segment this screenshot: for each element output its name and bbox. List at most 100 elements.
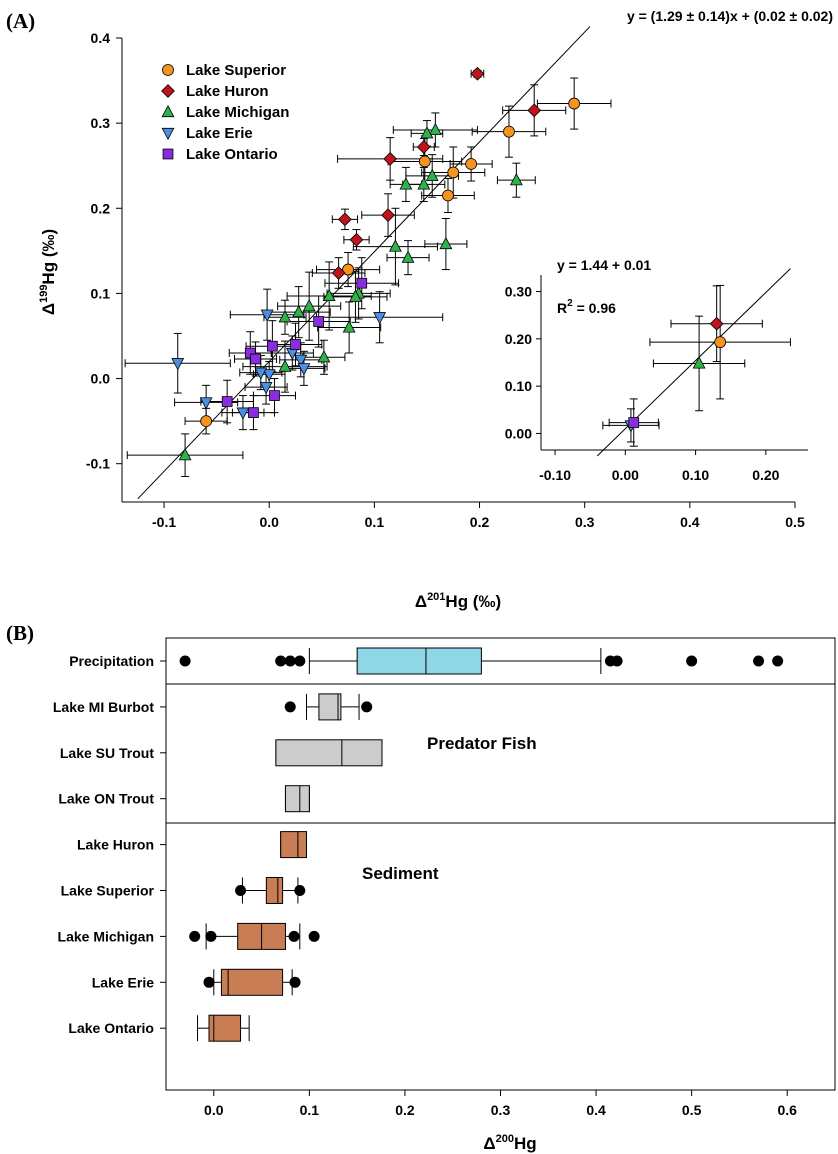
legend-label-lake-erie: Lake Erie [186,125,253,142]
point-lake-ontario [267,340,278,352]
point-lake-michigan [278,359,292,372]
point-lake-superior [465,158,478,170]
panel-a-equation: y = (1.29 ± 0.14)x + (0.02 ± 0.02) [627,8,833,24]
outlier-point [205,930,217,942]
inset-point-lake-michigan [692,356,706,369]
outlier-point [284,655,296,667]
point-lake-michigan [349,289,362,302]
point-lake-huron [338,212,352,227]
outlier-point [284,701,296,713]
point-lake-erie [171,358,185,371]
box-iqr [280,831,307,859]
point-lake-ontario [221,396,233,407]
inset-x-tick-label: -0.10 [539,467,571,483]
point-lake-huron [331,266,346,280]
outlier-point [235,885,247,896]
inset-equation: y = 1.44 + 0.01 [557,257,651,273]
point-lake-ontario [356,277,368,289]
x-tick-label: 0.3 [575,514,595,530]
point-lake-michigan [399,177,413,190]
panel-a-y-axis-label: Δ199Hg (‰) [38,229,58,315]
point-lake-erie [199,397,213,410]
outlier-point [772,655,784,667]
inset-x-tick-label: 0.00 [612,467,639,483]
outlier-point [361,701,373,713]
point-lake-ontario [248,407,259,418]
x-tick-label: 0.3 [491,1102,511,1118]
point-lake-erie [297,363,311,376]
group-label-predator-fish: Predator Fish [427,734,537,753]
y-tick-label: 0.3 [91,115,111,131]
point-lake-michigan [342,320,356,333]
category-label: Lake Ontario [68,1020,154,1036]
inset-point-lake-huron [709,316,724,331]
outlier-point [686,655,698,667]
point-lake-michigan [322,288,336,302]
point-lake-michigan [317,350,331,363]
point-lake-michigan [425,168,439,181]
point-lake-huron [527,103,542,118]
point-lake-michigan [302,298,316,312]
box-iqr [220,968,284,996]
category-label: Lake Huron [77,837,154,853]
point-lake-superior [503,125,515,138]
box-lake-erie: Lake Erie [92,968,301,996]
category-label: Precipitation [69,653,154,669]
box-lake-on-trout: Lake ON Trout [58,785,310,813]
outlier-point [294,885,306,896]
point-lake-huron [383,152,398,166]
point-lake-michigan [428,122,442,136]
point-lake-superior [200,415,213,428]
x-tick-label: 0.1 [365,514,385,530]
point-lake-michigan [178,447,192,461]
y-tick-label: 0.2 [91,200,111,216]
legend-label-lake-huron: Lake Huron [186,83,269,100]
point-lake-ontario [250,353,261,365]
legend-marker-lake-ontario [162,148,174,160]
category-label: Lake Erie [92,974,154,990]
x-tick-label: 0.5 [682,1102,702,1118]
y-tick-label: -0.1 [86,456,110,472]
point-lake-superior [418,155,431,168]
inset-scatter-plot: -0.10 0.00 0.10 0.20 0.00 0.10 0.20 0.30 [505,268,808,483]
point-lake-superior [447,166,460,179]
inset-point-lake-ontario [628,417,640,428]
x-tick-label: 0.1 [300,1102,320,1118]
point-lake-erie [254,367,268,380]
point-lake-michigan [401,250,415,263]
y-tick-label: 0.4 [91,30,111,46]
box-lake-su-trout: Lake SU Trout [60,739,383,767]
x-tick-label: 0.5 [785,514,805,530]
inset-r-squared: R2 = 0.96 [557,298,616,316]
point-lake-michigan [439,236,453,250]
point-lake-erie [294,354,308,368]
point-lake-huron [470,66,485,81]
box-lake-huron: Lake Huron [77,831,307,859]
outlier-point [203,976,215,988]
category-label: Lake Michigan [58,928,154,944]
box-iqr [265,877,284,904]
point-lake-superior [568,97,581,110]
inset-y-tick-label: 0.20 [505,331,532,347]
legend: Lake Superior Lake Huron Lake Michigan Lake… [161,62,289,163]
outlier-point [289,976,301,988]
box-lake-mi-burbot: Lake MI Burbot [53,693,373,721]
box-iqr [275,739,383,767]
legend-label-lake-superior: Lake Superior [186,62,286,79]
box-lake-michigan: Lake Michigan [58,922,320,950]
panel-b-x-axis-label: Δ200Hg [483,1133,536,1153]
point-lake-erie [236,407,250,420]
legend-marker-lake-superior [162,64,174,76]
y-tick-label: 0.1 [91,285,111,301]
point-lake-huron [416,140,431,154]
outlier-point [288,930,300,942]
box-iqr [284,785,310,813]
outlier-point [275,655,287,667]
inset-y-tick-label: 0.00 [505,425,532,441]
x-tick-label: 0.0 [204,1102,224,1118]
point-lake-superior [442,189,454,202]
x-tick-label: 0.2 [395,1102,415,1118]
box-lake-superior: Lake Superior [61,877,306,904]
x-tick-label: 0.4 [680,514,700,530]
